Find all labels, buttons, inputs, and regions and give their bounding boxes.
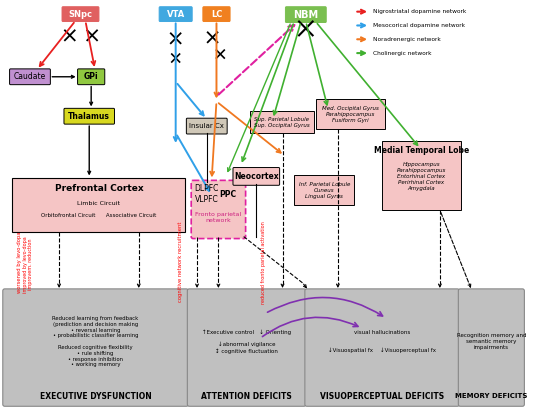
Text: DLPFC
VLPFC: DLPFC VLPFC: [194, 185, 219, 204]
Text: reduced fronto parietal activation: reduced fronto parietal activation: [260, 221, 266, 304]
FancyBboxPatch shape: [186, 118, 227, 134]
Text: VISUOPERCEPTUAL DEFICITS: VISUOPERCEPTUAL DEFICITS: [320, 392, 444, 401]
Text: MEMORY DEFICITS: MEMORY DEFICITS: [455, 394, 527, 399]
Text: Fronto parietal
network: Fronto parietal network: [195, 212, 242, 223]
Text: ATTENTION DEFICITS: ATTENTION DEFICITS: [201, 392, 292, 401]
Text: Reduced learning from feedback
(prediction and decision making
• reversal learni: Reduced learning from feedback (predicti…: [53, 316, 139, 367]
FancyBboxPatch shape: [233, 168, 280, 185]
FancyBboxPatch shape: [203, 7, 230, 21]
Bar: [294, 176, 354, 205]
Text: NBM: NBM: [293, 9, 318, 19]
Bar: [250, 111, 314, 133]
Bar: [316, 100, 386, 129]
FancyBboxPatch shape: [459, 289, 525, 406]
Text: SNpc: SNpc: [69, 9, 92, 19]
Text: Thalamus: Thalamus: [68, 112, 110, 121]
Text: Cholinergic network: Cholinergic network: [373, 50, 431, 56]
Text: Medial Temporal Lobe: Medial Temporal Lobe: [374, 146, 469, 155]
Text: improved by levo-dopa
improvem. reduction: improved by levo-dopa improvem. reductio…: [23, 236, 33, 292]
Text: LC: LC: [211, 9, 222, 19]
FancyBboxPatch shape: [187, 289, 306, 406]
Text: Nigrostriatal dopamine network: Nigrostriatal dopamine network: [373, 9, 466, 14]
FancyBboxPatch shape: [159, 7, 192, 21]
Text: cognitive network recruitment: cognitive network recruitment: [178, 222, 183, 302]
Bar: [382, 141, 461, 210]
FancyBboxPatch shape: [3, 289, 188, 406]
Text: Med. Occipital Gyrus
Parahippocampus
Fusiform Gyri: Med. Occipital Gyrus Parahippocampus Fus…: [322, 106, 379, 123]
FancyBboxPatch shape: [191, 180, 245, 239]
Text: Neocortex: Neocortex: [234, 172, 279, 181]
FancyBboxPatch shape: [77, 69, 105, 85]
FancyBboxPatch shape: [10, 69, 50, 85]
Text: ↑Executive control   ↓ Orienting

↓abnormal vigilance
↕ cognitive fluctuation: ↑Executive control ↓ Orienting ↓abnormal…: [202, 330, 291, 354]
Text: Limbic Circuit: Limbic Circuit: [77, 201, 120, 206]
Text: GPi: GPi: [84, 72, 98, 81]
Text: VTA: VTA: [166, 9, 185, 19]
Text: PPC: PPC: [220, 190, 237, 199]
FancyBboxPatch shape: [305, 289, 459, 406]
Text: EXECUTIVE DYSFUNCTION: EXECUTIVE DYSFUNCTION: [40, 392, 151, 401]
Text: Sup. Parietal Lobule
Sup. Occipital Gyrus: Sup. Parietal Lobule Sup. Occipital Gyru…: [253, 117, 309, 128]
Text: Mesocorical dopamine network: Mesocorical dopamine network: [373, 23, 465, 28]
Bar: [12, 178, 185, 232]
Text: Prefrontal Cortex: Prefrontal Cortex: [55, 184, 143, 193]
FancyBboxPatch shape: [286, 7, 326, 23]
Text: Inf. Parietal Lobule
Cuneus
Lingual Gyrus: Inf. Parietal Lobule Cuneus Lingual Gyru…: [299, 182, 350, 199]
Text: visual hallucinations


↓Visuospatial fx    ↓Visuoperceptual fx: visual hallucinations ↓Visuospatial fx ↓…: [328, 330, 436, 353]
Text: Hippocampus
Parahippocampus
Entorhinal Cortex
Perirhinal Cortex
Amygdala: Hippocampus Parahippocampus Entorhinal C…: [397, 162, 446, 190]
Text: worsened by levo-dopa: worsened by levo-dopa: [17, 232, 22, 293]
Text: Insular Cx: Insular Cx: [190, 123, 224, 129]
FancyBboxPatch shape: [62, 7, 99, 21]
Text: Noradrenergic network: Noradrenergic network: [373, 37, 440, 42]
Text: Recognition memory and
semantic memory
impairments: Recognition memory and semantic memory i…: [456, 333, 526, 350]
FancyBboxPatch shape: [64, 108, 114, 124]
Text: Caudate: Caudate: [14, 72, 46, 81]
Text: Orbitofrontal Circuit      Associative Circuit: Orbitofrontal Circuit Associative Circui…: [41, 214, 157, 218]
